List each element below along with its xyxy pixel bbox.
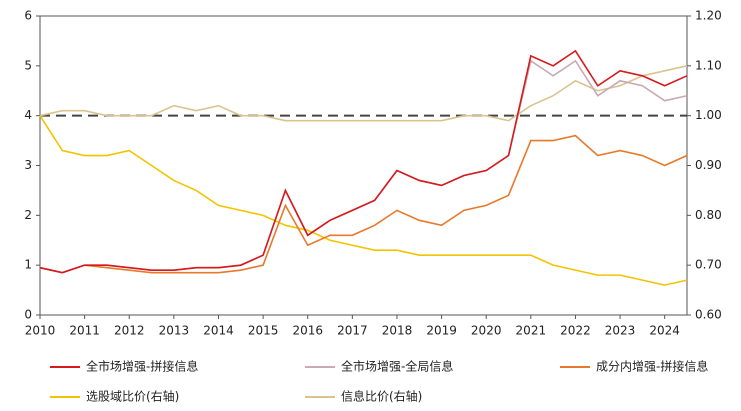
x-tick-label: 2019 xyxy=(426,324,457,338)
x-tick-label: 2021 xyxy=(516,324,547,338)
y-tick-label: 2 xyxy=(24,208,32,222)
legend-label: 全市场增强-全局信息 xyxy=(341,359,453,374)
x-tick-label: 2022 xyxy=(560,324,591,338)
series-line xyxy=(39,49,688,274)
x-tick-label: 2015 xyxy=(248,324,279,338)
x-tick-label: 2023 xyxy=(605,324,636,338)
x-tick-label: 2010 xyxy=(25,324,56,338)
x-tick-label: 2012 xyxy=(114,324,145,338)
series-line xyxy=(39,59,688,274)
y2-tick-label: 1.10 xyxy=(695,58,722,72)
x-tick-label: 2016 xyxy=(292,324,323,338)
x-tick-label: 2011 xyxy=(69,324,100,338)
series-line xyxy=(39,134,688,274)
y-tick-label: 4 xyxy=(24,108,32,122)
y2-tick-label: 0.60 xyxy=(695,308,722,322)
x-tick-label: 2017 xyxy=(337,324,368,338)
x-tick-label: 2024 xyxy=(649,324,680,338)
y2-tick-label: 0.70 xyxy=(695,258,722,272)
legend-label: 成分内增强-拼接信息 xyxy=(596,359,708,374)
y-tick-label: 5 xyxy=(24,58,32,72)
series-line xyxy=(39,65,688,122)
x-tick-label: 2020 xyxy=(471,324,502,338)
y-tick-label: 1 xyxy=(24,258,32,272)
y2-tick-label: 0.90 xyxy=(695,158,722,172)
y-tick-label: 6 xyxy=(24,9,32,23)
legend-label: 全市场增强-拼接信息 xyxy=(86,359,198,374)
y-tick-label: 0 xyxy=(24,308,32,322)
y2-tick-label: 1.20 xyxy=(695,9,722,23)
legend-label: 选股域比价(右轴) xyxy=(86,389,179,404)
legend-label: 信息比价(右轴) xyxy=(341,389,422,404)
x-tick-label: 2013 xyxy=(159,324,190,338)
y-tick-label: 3 xyxy=(24,158,32,172)
y2-tick-label: 1.00 xyxy=(695,108,722,122)
y2-tick-label: 0.80 xyxy=(695,208,722,222)
x-tick-label: 2014 xyxy=(203,324,234,338)
series-line xyxy=(39,115,688,286)
x-tick-label: 2018 xyxy=(382,324,413,338)
plot-frame xyxy=(39,15,688,316)
